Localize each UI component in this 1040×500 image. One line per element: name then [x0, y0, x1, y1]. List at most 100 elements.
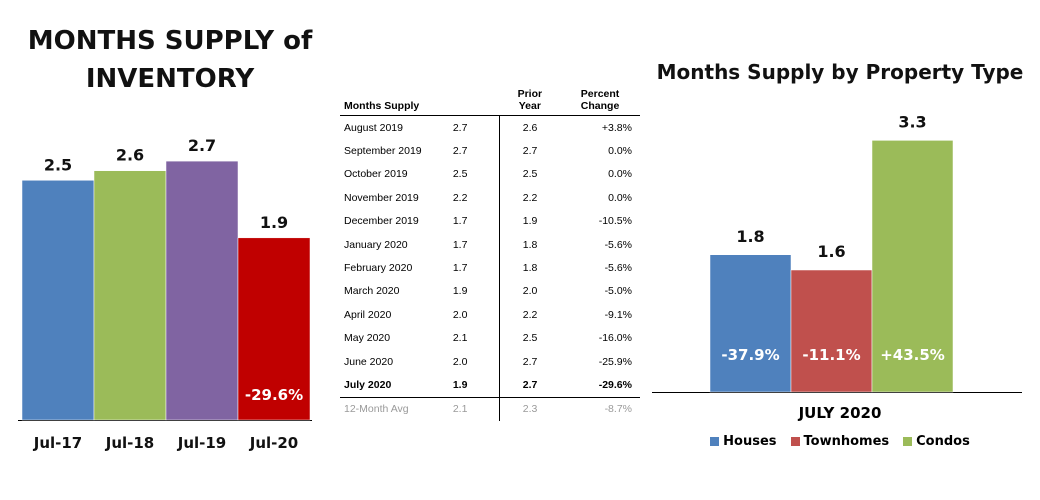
table-cell-prior: 2.7 [499, 349, 561, 374]
table-cell-value: 2.5 [452, 168, 468, 181]
bar-annotation: -29.6% [245, 386, 303, 404]
header-current [452, 88, 500, 116]
legend-swatch-townhomes [790, 437, 800, 446]
table-cell-prior: 2.7 [499, 373, 561, 398]
bar-annotation: +43.5% [880, 346, 945, 364]
bar-Jul-20 [237, 237, 311, 421]
table-cell-prior: 2.7 [499, 139, 561, 163]
legend-label-condos: Condos [916, 434, 970, 449]
bar-condos [871, 140, 954, 393]
right-bar-chart: 1.8 -37.9% 1.6 -11.1% 3.3 +43.5% [652, 112, 1022, 393]
left-chart-title-line2: INVENTORY [85, 64, 255, 94]
table-cell-label: April 2020 [344, 308, 392, 321]
table-cell-value: 2.1 [452, 396, 500, 422]
bar-houses [709, 254, 792, 393]
table-cell-label: January 2020 [344, 238, 408, 251]
bar-value-label: 3.3 [898, 112, 926, 131]
header-months-supply: Months Supply [340, 88, 453, 116]
legend-label-houses: Houses [723, 434, 777, 449]
table-cell-value: 2.0 [452, 308, 468, 321]
legend-item-condos: Condos [903, 434, 970, 449]
table-cell-prior: 2.5 [499, 162, 561, 187]
table-cell-value: 2.0 [452, 355, 468, 368]
table-cell-label: June 2020 [344, 355, 394, 368]
table-cell-pct: -5.0% [604, 285, 632, 298]
table-cell-value: 2.7 [452, 145, 468, 158]
right-chart-xlabel: JULY 2020 [798, 404, 882, 422]
header-prior-year: Prior Year [499, 88, 561, 116]
table-cell-label: September 2019 [344, 145, 422, 158]
table-cell-pct: +3.8% [601, 121, 632, 134]
legend-label-townhomes: Townhomes [803, 434, 890, 449]
x-tick-label: Jul-18 [105, 434, 155, 452]
table-row: February 2020 1.7 1.8 -5.6% [340, 256, 640, 280]
table-row: November 2019 2.2 2.2 0.0% [340, 186, 640, 210]
table-cell-prior: 2.2 [499, 303, 561, 327]
table-row: 12-Month Avg 2.1 2.3 -8.7% [340, 396, 640, 422]
header-pct-line2: Change [580, 100, 620, 112]
bar-value-label: 2.6 [116, 146, 144, 165]
months-supply-table: Months Supply Prior Year Percent Change … [340, 88, 640, 422]
bar-value-label: 2.7 [188, 136, 216, 155]
table-cell-prior: 2.5 [499, 326, 561, 350]
table-cell-pct: -9.1% [604, 308, 632, 321]
right-chart-title: Months Supply by Property Type [656, 60, 1024, 84]
table-body: August 2019 2.7 2.6 +3.8% September 2019 2.7 2… [340, 115, 640, 422]
table-row: March 2020 1.9 2.0 -5.0% [340, 279, 640, 304]
table-row: August 2019 2.7 2.6 +3.8% [340, 115, 640, 140]
table-cell-label: July 2020 [344, 378, 392, 391]
table-cell-label: May 2020 [344, 332, 391, 345]
table-cell-value: 1.9 [452, 378, 468, 391]
table-cell-prior: 2.2 [499, 186, 561, 210]
legend-item-townhomes: Townhomes [790, 434, 890, 449]
table-cell-prior: 1.9 [499, 209, 561, 233]
table-cell-label: 12-Month Avg [340, 396, 453, 422]
table-row: April 2020 2.0 2.2 -9.1% [340, 303, 640, 327]
left-chart-title-line1: MONTHS SUPPLY of [27, 26, 313, 56]
table-row: May 2020 2.1 2.5 -16.0% [340, 326, 640, 350]
table-cell-pct: 0.0% [608, 191, 632, 204]
header-prior-line2: Year [518, 100, 541, 112]
bar-Jul-19 [165, 160, 239, 421]
x-tick-label: Jul-20 [249, 434, 299, 452]
table-cell-label: November 2019 [344, 191, 419, 204]
table-cell-prior: 2.6 [499, 115, 561, 140]
table-cell-value: 1.7 [452, 215, 468, 228]
table-cell-pct: -16.0% [598, 332, 632, 345]
table-cell-pct: -29.6% [598, 378, 632, 391]
table-row: June 2020 2.0 2.7 -25.9% [340, 349, 640, 374]
table-cell-label: March 2020 [344, 285, 400, 298]
bar-value-label: 1.8 [736, 227, 764, 246]
table-cell-pct: -5.6% [604, 238, 632, 251]
table-cell-pct: -25.9% [598, 355, 632, 368]
table-row: July 2020 1.9 2.7 -29.6% [340, 373, 640, 398]
table-cell-label: February 2020 [344, 262, 413, 275]
table-cell-value: 1.7 [452, 262, 468, 275]
legend-item-houses: Houses [710, 434, 777, 449]
bar-annotation: -37.9% [721, 346, 779, 364]
right-chart-legend: Houses Townhomes Condos [650, 434, 1030, 449]
table-cell-prior: 1.8 [499, 232, 561, 257]
left-chart-title: MONTHS SUPPLY of INVENTORY [0, 22, 340, 98]
table-cell-label: December 2019 [344, 215, 419, 228]
table-cell-prior: 2.3 [499, 396, 561, 422]
bar-annotation: -11.1% [802, 346, 860, 364]
table-cell-pct: -8.7% [560, 396, 640, 422]
table-cell-pct: -10.5% [598, 215, 632, 228]
bar-townhomes [790, 269, 873, 393]
table-row: October 2019 2.5 2.5 0.0% [340, 162, 640, 187]
table-cell-value: 2.2 [452, 191, 468, 204]
header-pct-line1: Percent [580, 88, 620, 100]
table-cell-label: October 2019 [344, 168, 408, 181]
legend-swatch-condos [903, 437, 913, 446]
bar-Jul-17 [21, 180, 95, 421]
x-tick-label: Jul-19 [177, 434, 227, 452]
table-cell-value: 2.1 [452, 332, 468, 345]
table-cell-label: August 2019 [344, 121, 403, 134]
bar-value-label: 1.6 [817, 242, 845, 261]
legend-swatch-houses [710, 437, 720, 446]
table-cell-prior: 1.8 [499, 256, 561, 280]
x-tick-label: Jul-17 [33, 434, 83, 452]
table-cell-value: 1.9 [452, 285, 468, 298]
table-cell-prior: 2.0 [499, 279, 561, 304]
